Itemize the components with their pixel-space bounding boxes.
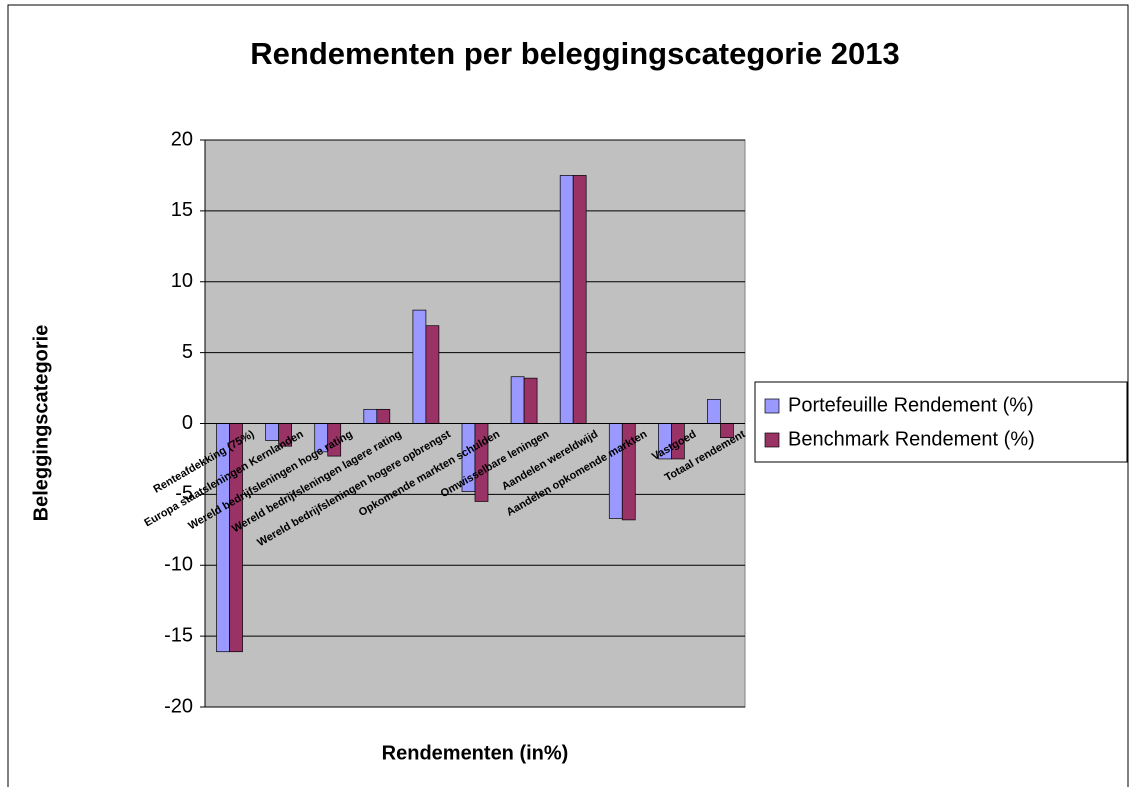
legend-label: Portefeuille Rendement (%)	[788, 394, 1034, 416]
bar	[707, 399, 721, 424]
bar	[572, 175, 587, 424]
bar	[265, 423, 279, 441]
legend	[754, 381, 1128, 463]
bar	[510, 376, 525, 424]
bar	[608, 423, 623, 519]
y-tick-label: 5	[182, 341, 193, 363]
bar	[412, 309, 427, 424]
y-tick-label: 20	[171, 128, 193, 150]
bar	[229, 423, 243, 653]
bar	[376, 408, 391, 424]
y-tick-label: -10	[164, 554, 193, 576]
legend-swatch	[764, 432, 780, 448]
y-tick-label: -15	[164, 624, 193, 646]
y-tick-label: 10	[171, 270, 193, 292]
y-tick-label: -5	[175, 483, 193, 505]
y-axis-label: Beleggingscategorie	[30, 325, 52, 522]
y-tick-label: 0	[182, 412, 193, 434]
bar	[523, 377, 538, 424]
chart-title: Rendementen per beleggingscategorie 2013	[250, 36, 900, 71]
y-tick-label: 15	[171, 199, 193, 221]
legend-label: Benchmark Rendement (%)	[788, 428, 1035, 450]
bar	[559, 175, 574, 424]
bar	[425, 325, 440, 424]
legend-swatch	[764, 398, 780, 414]
x-axis-label: Rendementen (in%)	[382, 742, 569, 764]
y-tick-label: -20	[164, 695, 193, 717]
bar	[363, 408, 378, 424]
